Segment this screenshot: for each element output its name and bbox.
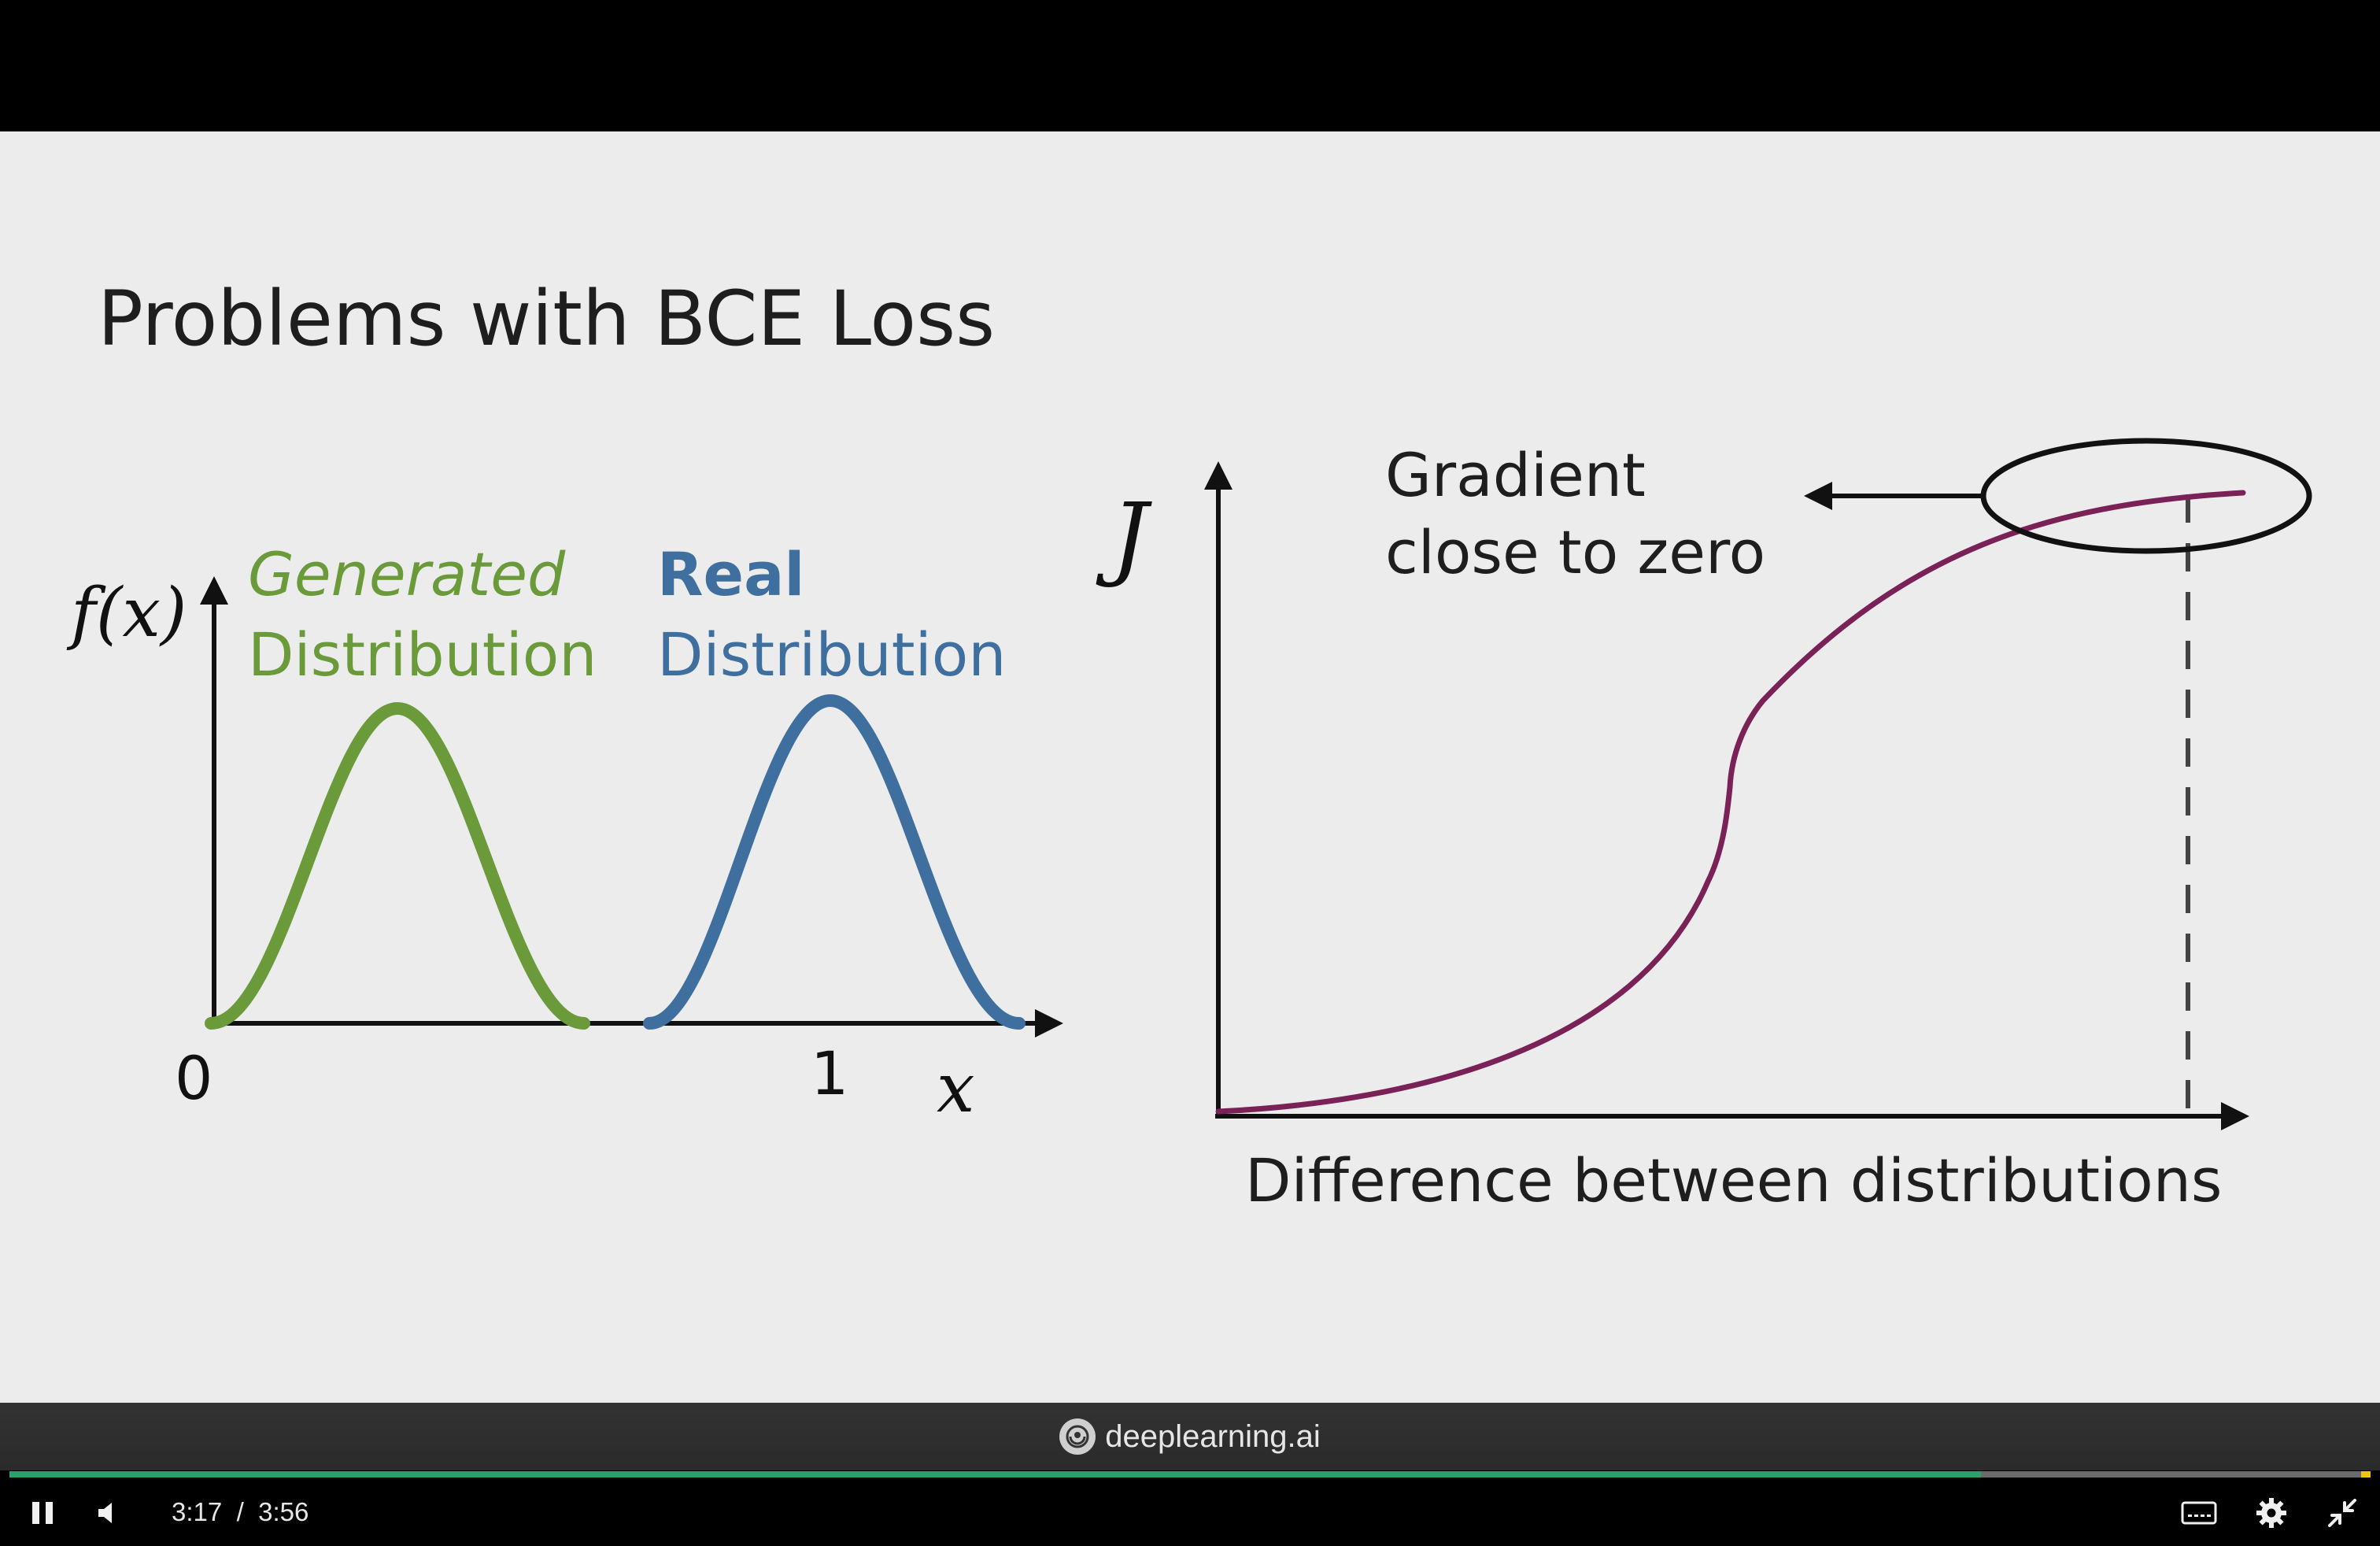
speaker-icon	[98, 1503, 112, 1523]
loss-curve	[1215, 490, 2246, 1115]
progress-bar[interactable]	[9, 1471, 2371, 1478]
duration: 3:56	[258, 1497, 309, 1526]
generated-distribution-curve	[205, 701, 590, 1030]
left-x-label: x	[937, 1049, 975, 1128]
exit-fullscreen-icon	[2328, 1499, 2356, 1527]
right-chart: J Gradient close to zero Difference betw…	[1096, 438, 2312, 1215]
left-chart: f(x) 0 1 x Generated Distribution Real D…	[66, 539, 1063, 1128]
left-tick-1: 1	[811, 1038, 848, 1108]
annotation-line1: Gradient	[1385, 440, 1646, 510]
brand: deeplearning.ai	[1059, 1418, 1321, 1455]
gradient-highlight-ellipse	[1980, 438, 2312, 554]
slide-background	[0, 131, 2380, 1403]
time-separator: /	[236, 1497, 244, 1526]
annotation-line2: close to zero	[1385, 517, 1765, 587]
progress-played	[9, 1471, 1981, 1478]
current-time: 3:17	[172, 1497, 223, 1526]
left-tick-0: 0	[175, 1043, 213, 1113]
generated-label-line1: Generated	[248, 539, 566, 609]
right-x-label: Difference between distributions	[1245, 1145, 2222, 1215]
time-display: 3:17 / 3:56	[172, 1497, 309, 1527]
pause-button[interactable]	[19, 1489, 66, 1537]
brand-bar: deeplearning.ai	[0, 1403, 2380, 1470]
player-controls: 3:17 / 3:56	[0, 1478, 2380, 1546]
right-y-label: J	[1096, 484, 1152, 590]
left-y-label: f(x)	[66, 574, 187, 653]
real-label-line2: Distribution	[657, 620, 1006, 690]
captions-icon	[2181, 1501, 2217, 1525]
pause-icon	[32, 1502, 53, 1524]
real-label-line1: Real	[657, 539, 804, 609]
volume-button[interactable]	[85, 1489, 132, 1537]
letterbox-top	[0, 0, 2380, 131]
generated-label-line2: Distribution	[248, 620, 597, 690]
gear-icon	[2256, 1498, 2286, 1528]
slide-title: Problems with BCE Loss	[98, 275, 995, 363]
deeplearning-logo-icon	[1059, 1418, 1096, 1455]
settings-button[interactable]	[2248, 1489, 2295, 1537]
exit-fullscreen-button[interactable]	[2319, 1489, 2366, 1537]
captions-button[interactable]	[2175, 1489, 2223, 1537]
real-distribution-curve	[643, 693, 1026, 1030]
progress-end-marker	[2361, 1471, 2371, 1478]
brand-name: deeplearning.ai	[1105, 1418, 1321, 1454]
